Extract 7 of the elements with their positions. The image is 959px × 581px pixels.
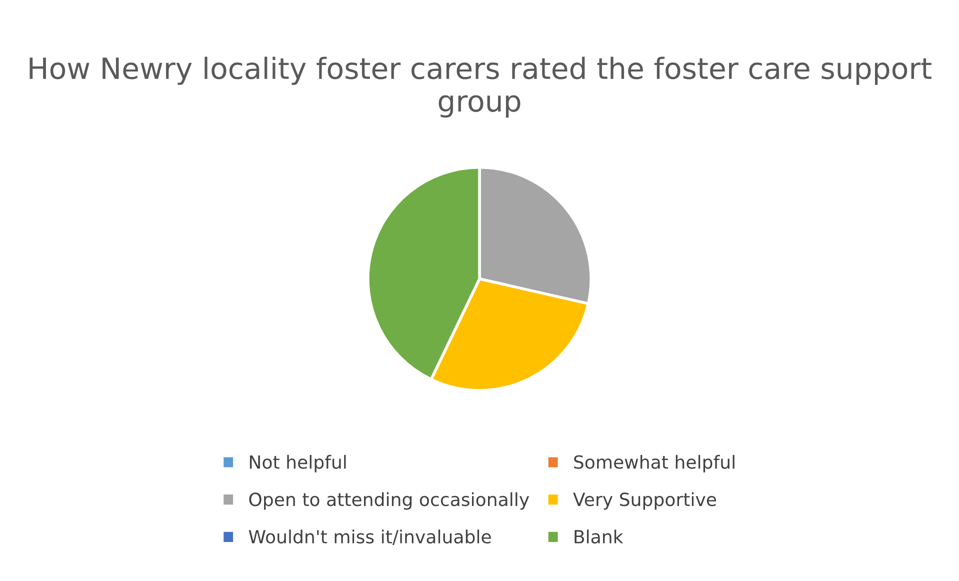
legend-label: Open to attending occasionally	[249, 492, 530, 510]
legend-label: Wouldn't miss it/invaluable	[248, 530, 491, 545]
legend-label: Somewhat helpful	[574, 454, 734, 472]
legend-label: Blank	[574, 530, 624, 544]
legend-label: Very Supportive	[573, 492, 716, 510]
chart-title: How Newry locality foster carers rated the foster care support group	[30, 56, 932, 118]
legend-label: Not helpful	[250, 454, 346, 472]
